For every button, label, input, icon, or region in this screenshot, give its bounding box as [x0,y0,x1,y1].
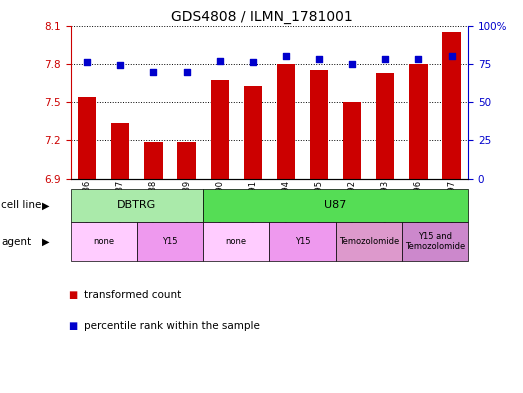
Text: ▶: ▶ [42,200,50,210]
Bar [211,81,229,179]
Bar [78,97,96,179]
Point [149,68,157,75]
Text: cell line: cell line [1,200,41,210]
Bar [310,70,328,179]
Point [183,68,191,75]
Point [248,59,257,66]
Text: ■: ■ [68,321,77,331]
Point [215,58,224,64]
Text: Temozolomide: Temozolomide [338,237,399,246]
Bar [111,123,129,179]
Bar [376,73,394,179]
Text: GDS4808 / ILMN_1781001: GDS4808 / ILMN_1781001 [170,10,353,24]
Point [381,56,390,62]
Text: Y15 and
Temozolomide: Y15 and Temozolomide [405,232,465,252]
Text: DBTRG: DBTRG [117,200,156,210]
Text: ■: ■ [68,290,77,300]
Bar [244,86,262,179]
Bar [442,32,461,179]
Bar [277,64,295,179]
Point [315,56,323,62]
Text: none: none [93,237,115,246]
Point [348,61,356,67]
Text: ▶: ▶ [42,237,50,247]
Point [83,59,92,66]
Text: U87: U87 [324,200,347,210]
Bar [177,142,196,179]
Point [282,53,290,59]
Text: percentile rank within the sample: percentile rank within the sample [84,321,259,331]
Text: transformed count: transformed count [84,290,181,300]
Bar [144,142,163,179]
Point [447,53,456,59]
Text: Y15: Y15 [295,237,310,246]
Text: agent: agent [1,237,31,247]
Point [414,56,423,62]
Bar [343,102,361,179]
Text: Y15: Y15 [162,237,178,246]
Text: none: none [225,237,247,246]
Bar [410,64,427,179]
Point [116,62,124,68]
